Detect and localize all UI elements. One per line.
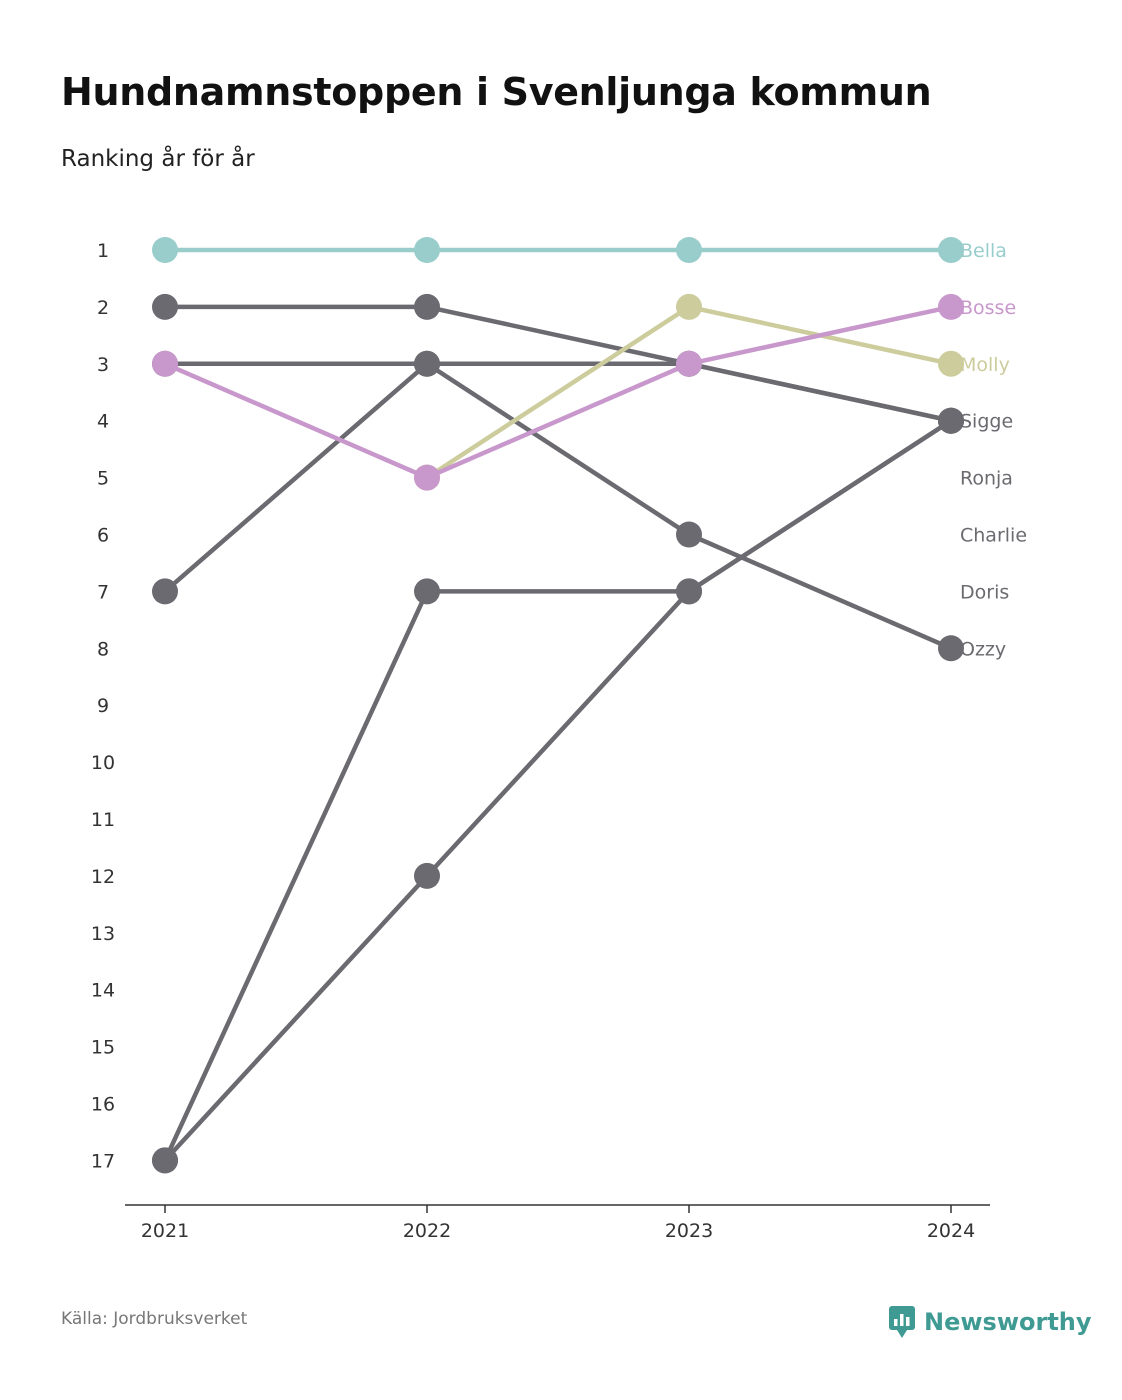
point-ronja-2021[interactable]	[152, 578, 178, 605]
end-label-sigge: Sigge	[960, 411, 1013, 433]
y-tick-label-4: 4	[97, 411, 109, 433]
series-line-molly	[424, 304, 954, 480]
x-tick-label-2022: 2022	[403, 1220, 451, 1242]
end-label-layer: Bella Bosse Molly Sigge Ronja Charlie Doris Ozz…	[960, 240, 1027, 660]
point-bosse-2023[interactable]	[676, 350, 702, 377]
series-bosse[interactable]	[152, 293, 964, 491]
series-ronja[interactable]	[152, 350, 964, 605]
x-tick-label-2023: 2023	[665, 1220, 713, 1242]
y-tick-label-13: 13	[91, 923, 115, 945]
point-molly-2024[interactable]	[938, 350, 964, 377]
point-charlie-2023[interactable]	[676, 578, 702, 605]
point-bosse-2021[interactable]	[152, 350, 178, 377]
newsworthy-logo-icon	[889, 1306, 915, 1338]
point-charlie-2022[interactable]	[414, 862, 440, 889]
series-line-ronja	[162, 361, 954, 594]
end-label-doris: Doris	[960, 581, 1009, 603]
chart-title: Hundnamnstoppen i Svenljunga kommun	[61, 70, 932, 114]
series-line-charlie	[162, 418, 954, 1163]
y-tick-label-7: 7	[97, 581, 109, 603]
y-tick-label-14: 14	[91, 980, 115, 1002]
series-bella[interactable]	[152, 237, 964, 263]
y-tick-label-11: 11	[91, 809, 115, 831]
point-bella-2023[interactable]	[676, 237, 702, 263]
point-ozzy-2023[interactable]	[676, 521, 702, 548]
source-note: Källa: Jordbruksverket	[61, 1309, 248, 1329]
point-bosse-2022[interactable]	[414, 464, 440, 491]
point-sigge-2021[interactable]	[152, 293, 178, 320]
point-ozzy-2024[interactable]	[938, 635, 964, 662]
point-ronja-2022[interactable]	[414, 350, 440, 377]
y-tick-label-17: 17	[91, 1150, 115, 1172]
point-molly-2023[interactable]	[676, 293, 702, 320]
point-bosse-2024[interactable]	[938, 293, 964, 320]
y-tick-label-5: 5	[97, 468, 109, 490]
y-tick-label-10: 10	[91, 752, 115, 774]
series-line-bosse	[162, 304, 954, 480]
y-tick-label-3: 3	[97, 354, 109, 376]
point-charlie-2021[interactable]	[152, 1147, 178, 1174]
series-charlie[interactable]	[152, 407, 964, 1174]
x-tick-label-2024: 2024	[927, 1220, 975, 1242]
end-label-charlie: Charlie	[960, 525, 1027, 547]
x-tick-label-2021: 2021	[141, 1220, 189, 1242]
y-tick-label-6: 6	[97, 525, 109, 547]
brand-name: Newsworthy	[924, 1308, 1092, 1336]
end-label-bella: Bella	[960, 240, 1007, 262]
end-label-ozzy: Ozzy	[960, 638, 1006, 660]
series-line-doris	[162, 418, 954, 1163]
point-bella-2024[interactable]	[938, 237, 964, 263]
y-tick-label-8: 8	[97, 638, 109, 660]
series-layer	[152, 237, 964, 1174]
y-tick-label-15: 15	[91, 1037, 115, 1059]
series-line-ozzy	[162, 361, 954, 651]
series-line-sigge	[162, 304, 954, 423]
bump-chart: 2021 2022 2023 2024123456789101112131415161…	[91, 237, 1027, 1242]
point-bella-2021[interactable]	[152, 237, 178, 263]
point-bella-2022[interactable]	[414, 237, 440, 263]
end-label-molly: Molly	[960, 354, 1010, 376]
point-sigge-2022[interactable]	[414, 293, 440, 320]
y-tick-label-9: 9	[97, 695, 109, 717]
point-sigge-2024[interactable]	[938, 407, 964, 434]
chart-subtitle: Ranking år för år	[61, 146, 255, 172]
y-tick-label-1: 1	[97, 240, 109, 262]
y-tick-label-16: 16	[91, 1094, 115, 1116]
end-label-bosse: Bosse	[960, 297, 1016, 319]
axis-layer: 2021 2022 2023 2024123456789101112131415161…	[91, 240, 990, 1242]
y-tick-label-12: 12	[91, 866, 115, 888]
point-doris-2022[interactable]	[414, 578, 440, 605]
series-doris[interactable]	[152, 407, 964, 1174]
brand-logo[interactable]: Newsworthy	[888, 1305, 1092, 1339]
end-label-ronja: Ronja	[960, 468, 1013, 490]
y-tick-label-2: 2	[97, 297, 109, 319]
